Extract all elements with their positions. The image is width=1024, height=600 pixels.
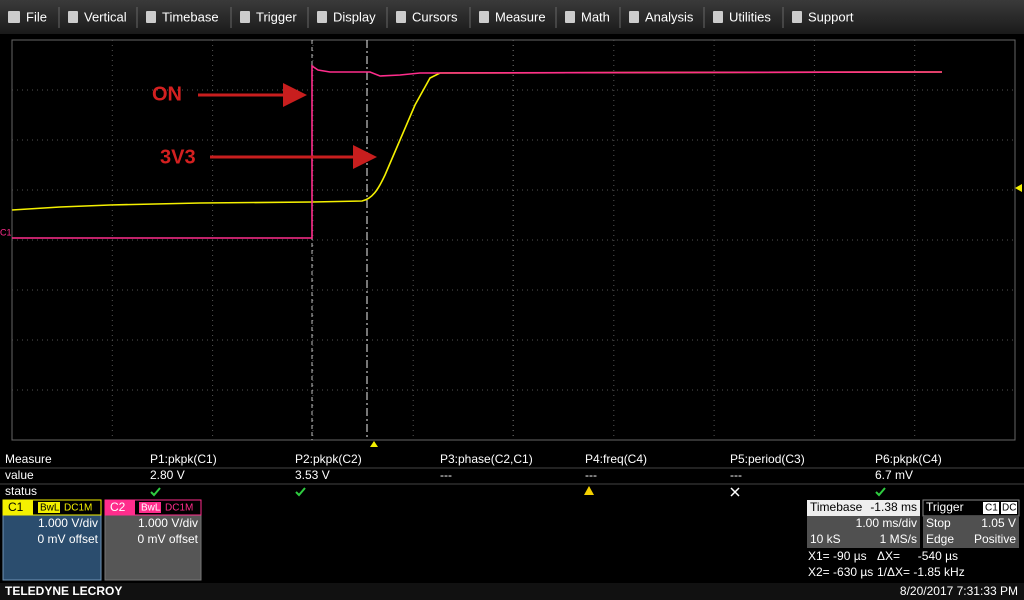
menu-item[interactable]: Analysis xyxy=(645,9,694,24)
channel-name: C2 xyxy=(110,500,126,514)
trigger-position-marker xyxy=(370,441,378,447)
measure-header[interactable]: P1:pkpk(C1) xyxy=(150,452,217,466)
measure-header: Measure xyxy=(5,452,52,466)
trigger-label: Trigger xyxy=(926,500,964,514)
trigger-level: 1.05 V xyxy=(981,516,1016,530)
menu-icon xyxy=(629,11,639,23)
menu-item[interactable]: Trigger xyxy=(256,9,297,24)
menu: File Vertical Timebase Trigger Display Cursor… xyxy=(8,7,854,28)
measure-table: Measure P1:pkpk(C1) P2:pkpk(C2) P3:phase(C2… xyxy=(0,451,1024,499)
menu-icon xyxy=(68,11,78,23)
status-warning xyxy=(584,486,594,495)
menu-icon xyxy=(792,11,802,23)
menu-item[interactable]: File xyxy=(26,9,47,24)
cursor-dx-value: -540 µs xyxy=(918,549,958,563)
graticule xyxy=(12,40,1015,440)
cursor-dx-label: ΔX= xyxy=(877,549,900,563)
menu-icon xyxy=(8,11,20,23)
timebase-header xyxy=(807,500,920,516)
channel-c1[interactable]: C1 BwL DC1M 1.000 V/div 0 mV offset xyxy=(2,499,102,581)
timestamp: 8/20/2017 7:31:33 PM xyxy=(900,584,1018,598)
badge xyxy=(983,502,999,514)
menu-icon xyxy=(565,11,575,23)
annotation-3v3: 3V3 xyxy=(160,146,196,168)
measure-value: 3.53 V xyxy=(295,468,330,482)
measure-header[interactable]: P4:freq(C4) xyxy=(585,452,647,466)
trigger-coupling: DC xyxy=(1002,503,1016,514)
trigger-body xyxy=(923,516,1019,548)
menu-item[interactable]: Vertical xyxy=(84,9,127,24)
channel-name: C1 xyxy=(8,500,24,514)
annotation-on: ON xyxy=(152,83,182,105)
channel-offset: 0 mV offset xyxy=(138,532,199,546)
trigger-slope: Positive xyxy=(974,532,1016,546)
measure-header[interactable]: P6:pkpk(C4) xyxy=(875,452,942,466)
measure-value: --- xyxy=(585,468,597,482)
cursor-x1-readout: X1= -90 µs xyxy=(808,549,867,563)
channel-scale: 1.000 V/div xyxy=(138,516,198,530)
measure-header[interactable]: P3:phase(C2,C1) xyxy=(440,452,533,466)
coupling: DC1M xyxy=(165,503,193,514)
menu-icon xyxy=(479,11,489,23)
measure-value: 2.80 V xyxy=(150,468,185,482)
badge xyxy=(139,502,161,513)
menu-item[interactable]: Cursors xyxy=(412,9,458,24)
channel-offset: 0 mV offset xyxy=(38,532,99,546)
menu-icon xyxy=(240,11,250,23)
menu-icon xyxy=(713,11,723,23)
channel-c2[interactable]: C2 BwL DC1M 1.000 V/div 0 mV offset xyxy=(104,499,202,581)
measure-value: --- xyxy=(730,468,742,482)
measure-header[interactable]: P5:period(C3) xyxy=(730,452,805,466)
timebase-box[interactable]: Timebase -1.38 ms 1.00 ms/div 10 kS 1 MS… xyxy=(807,500,920,548)
timebase-scale: 1.00 ms/div xyxy=(856,516,917,530)
measure-value: 6.7 mV xyxy=(875,468,913,482)
menu-item[interactable]: Measure xyxy=(495,9,546,24)
menu-icon xyxy=(146,11,156,23)
measure-value: value xyxy=(5,468,34,482)
menu-item[interactable]: Utilities xyxy=(729,9,771,24)
measure-status-label: status xyxy=(5,484,37,498)
trigger-level-marker xyxy=(1015,184,1022,192)
bandwidth: BwL xyxy=(141,503,161,514)
timebase-label: Timebase xyxy=(810,500,863,514)
timebase-samples: 10 kS xyxy=(810,532,841,546)
channel-tag xyxy=(3,500,33,515)
status-ok xyxy=(150,487,161,497)
brand: TELEDYNE LECROY xyxy=(5,584,122,598)
menu-item[interactable]: Timebase xyxy=(162,9,219,24)
measure-value: --- xyxy=(440,468,452,482)
status-invalid xyxy=(730,487,740,497)
trigger-source: C1 xyxy=(985,503,998,514)
status-ok xyxy=(875,487,886,497)
measure-header[interactable]: P2:pkpk(C2) xyxy=(295,452,362,466)
badge xyxy=(38,502,60,513)
menu-item[interactable]: Math xyxy=(581,9,610,24)
menu-item[interactable]: Display xyxy=(333,9,376,24)
coupling: DC1M xyxy=(64,503,92,514)
menu-bar xyxy=(0,0,1024,34)
cursor-x2-readout: X2= -630 µs xyxy=(808,565,873,579)
channel-scale: 1.000 V/div xyxy=(38,516,98,530)
menu-icon xyxy=(317,11,327,23)
measure-bg xyxy=(0,451,1024,499)
trigger-type: Edge xyxy=(926,532,954,546)
status-ok xyxy=(295,487,306,497)
menu-item[interactable]: Support xyxy=(808,9,854,24)
trigger-mode: Stop xyxy=(926,516,951,530)
bandwidth: BwL xyxy=(40,503,60,514)
trace-c2 xyxy=(12,64,943,239)
timebase-rate: 1 MS/s xyxy=(880,532,917,546)
trace-c1 xyxy=(11,71,943,211)
timebase-body xyxy=(807,516,920,548)
cursor-inv-dx: 1/ΔX= -1.85 kHz xyxy=(877,565,965,579)
trigger-box[interactable]: Trigger C1 DC Stop 1.05 V Edge Positive xyxy=(922,499,1020,548)
channel-tag xyxy=(105,500,135,515)
timebase-delay: -1.38 ms xyxy=(870,500,917,514)
footer-bar xyxy=(0,583,1024,600)
badge xyxy=(1001,502,1017,514)
menu-icon xyxy=(396,11,406,23)
channel-marker: C1 xyxy=(0,227,12,237)
